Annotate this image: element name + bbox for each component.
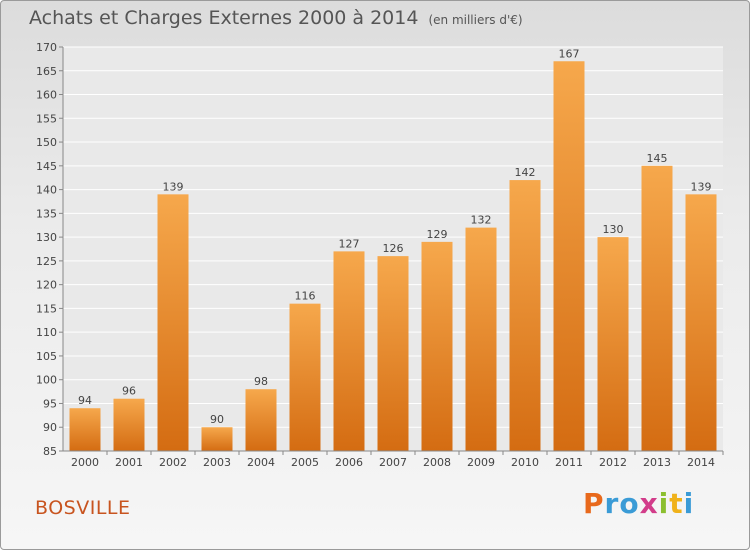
y-tick-label: 170 bbox=[36, 41, 57, 54]
x-tick-label: 2003 bbox=[203, 456, 231, 469]
x-tick-label: 2011 bbox=[555, 456, 583, 469]
y-tick-label: 120 bbox=[36, 279, 57, 292]
bar-value-label: 145 bbox=[647, 152, 668, 165]
y-tick-label: 155 bbox=[36, 112, 57, 125]
x-tick-label: 2000 bbox=[71, 456, 99, 469]
y-tick-label: 125 bbox=[36, 255, 57, 268]
bar-value-label: 132 bbox=[471, 214, 492, 227]
commune-name: BOSVILLE bbox=[35, 497, 131, 519]
bar-value-label: 139 bbox=[691, 180, 712, 193]
y-tick-label: 165 bbox=[36, 65, 57, 78]
x-tick-label: 2001 bbox=[115, 456, 143, 469]
bar-2004 bbox=[245, 389, 277, 451]
y-tick-label: 145 bbox=[36, 160, 57, 173]
bar-2012 bbox=[597, 237, 629, 451]
y-tick-label: 135 bbox=[36, 207, 57, 220]
y-tick-label: 105 bbox=[36, 350, 57, 363]
x-tick-label: 2006 bbox=[335, 456, 363, 469]
x-tick-label: 2012 bbox=[599, 456, 627, 469]
y-tick-label: 115 bbox=[36, 302, 57, 315]
x-tick-label: 2013 bbox=[643, 456, 671, 469]
y-tick-label: 85 bbox=[43, 445, 57, 458]
bar-2002 bbox=[157, 194, 189, 451]
bar-value-label: 94 bbox=[78, 394, 92, 407]
y-tick-label: 110 bbox=[36, 326, 57, 339]
x-tick-label: 2004 bbox=[247, 456, 275, 469]
bar-2009 bbox=[465, 227, 497, 451]
bar-value-label: 167 bbox=[559, 47, 580, 60]
bar-value-label: 98 bbox=[254, 375, 268, 388]
y-tick-label: 140 bbox=[36, 184, 57, 197]
bar-2008 bbox=[421, 241, 453, 451]
x-tick-label: 2014 bbox=[687, 456, 715, 469]
bar-2006 bbox=[333, 251, 365, 451]
bar-value-label: 96 bbox=[122, 385, 136, 398]
bar-2013 bbox=[641, 165, 673, 451]
x-tick-label: 2005 bbox=[291, 456, 319, 469]
chart-title-text: Achats et Charges Externes 2000 à 2014 bbox=[29, 7, 419, 29]
bar-value-label: 126 bbox=[383, 242, 404, 255]
bar-value-label: 129 bbox=[427, 228, 448, 241]
bar-2005 bbox=[289, 303, 321, 451]
chart-title: Achats et Charges Externes 2000 à 2014 (e… bbox=[29, 7, 523, 29]
x-tick-label: 2008 bbox=[423, 456, 451, 469]
bar-value-label: 139 bbox=[163, 180, 184, 193]
bar-value-label: 142 bbox=[515, 166, 536, 179]
bar-value-label: 127 bbox=[339, 237, 360, 250]
y-tick-label: 90 bbox=[43, 421, 57, 434]
bar-2001 bbox=[113, 398, 145, 451]
proxiti-logo: Proxiti bbox=[583, 487, 695, 520]
chart-unit: (en milliers d'€) bbox=[428, 13, 523, 27]
bar-value-label: 116 bbox=[295, 290, 316, 303]
y-tick-label: 160 bbox=[36, 89, 57, 102]
y-tick-label: 150 bbox=[36, 136, 57, 149]
bar-value-label: 90 bbox=[210, 413, 224, 426]
x-tick-label: 2010 bbox=[511, 456, 539, 469]
x-tick-label: 2007 bbox=[379, 456, 407, 469]
bar-2010 bbox=[509, 180, 541, 452]
bar-value-label: 130 bbox=[603, 223, 624, 236]
x-tick-label: 2009 bbox=[467, 456, 495, 469]
y-tick-label: 130 bbox=[36, 231, 57, 244]
bar-2003 bbox=[201, 427, 233, 451]
bar-2011 bbox=[553, 61, 585, 452]
axes: 85 90 95 100 105 110 115 120 125 130 135 140 145 150 1… bbox=[36, 41, 724, 469]
bar-2007 bbox=[377, 256, 409, 451]
bar-2014 bbox=[685, 194, 717, 451]
y-tick-label: 100 bbox=[36, 374, 57, 387]
bar-2000 bbox=[69, 408, 101, 451]
y-tick-label: 95 bbox=[43, 397, 57, 410]
x-tick-label: 2002 bbox=[159, 456, 187, 469]
bars: 94 96 139 90 98 116 127 126 129 132 142 167 130 145 13… bbox=[69, 47, 717, 452]
